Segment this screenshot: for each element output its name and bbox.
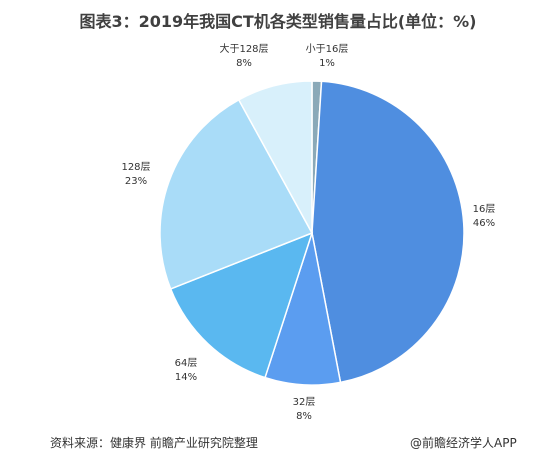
slice-label-2: 32层 — [293, 396, 316, 408]
slice-label-4: 128层 — [121, 161, 150, 173]
pie-slice-3 — [169, 231, 314, 379]
slice-label-3: 64层 — [175, 357, 198, 369]
slice-value-0: 1% — [319, 58, 335, 69]
chart-title: 图表3：2019年我国CT机各类型销售量占比(单位：%) — [79, 12, 477, 31]
slice-value-2: 8% — [296, 411, 312, 422]
slice-label-1: 16层 — [473, 203, 496, 215]
pie-labels: 小于16层 1% 16层 46% 32层 8% 64层 14% 128层 23% 大于128层 8% — [121, 42, 495, 422]
slice-value-3: 14% — [175, 372, 197, 383]
slice-value-5: 8% — [236, 58, 252, 69]
pie-slice-4 — [159, 98, 314, 290]
pie-slice-5 — [237, 80, 313, 234]
pie-slices — [159, 80, 465, 386]
slice-label-5: 大于128层 — [219, 42, 268, 55]
slice-value-4: 23% — [125, 176, 147, 187]
slice-label-0: 小于16层 — [306, 43, 349, 55]
slice-value-1: 46% — [473, 218, 495, 229]
brand-credit: @前瞻经济学人APP — [410, 436, 517, 450]
source-note: 资料来源：健康界 前瞻产业研究院整理 — [50, 436, 258, 450]
pie-slice-1 — [311, 80, 465, 384]
